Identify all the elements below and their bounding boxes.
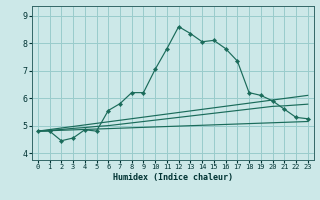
X-axis label: Humidex (Indice chaleur): Humidex (Indice chaleur) — [113, 173, 233, 182]
